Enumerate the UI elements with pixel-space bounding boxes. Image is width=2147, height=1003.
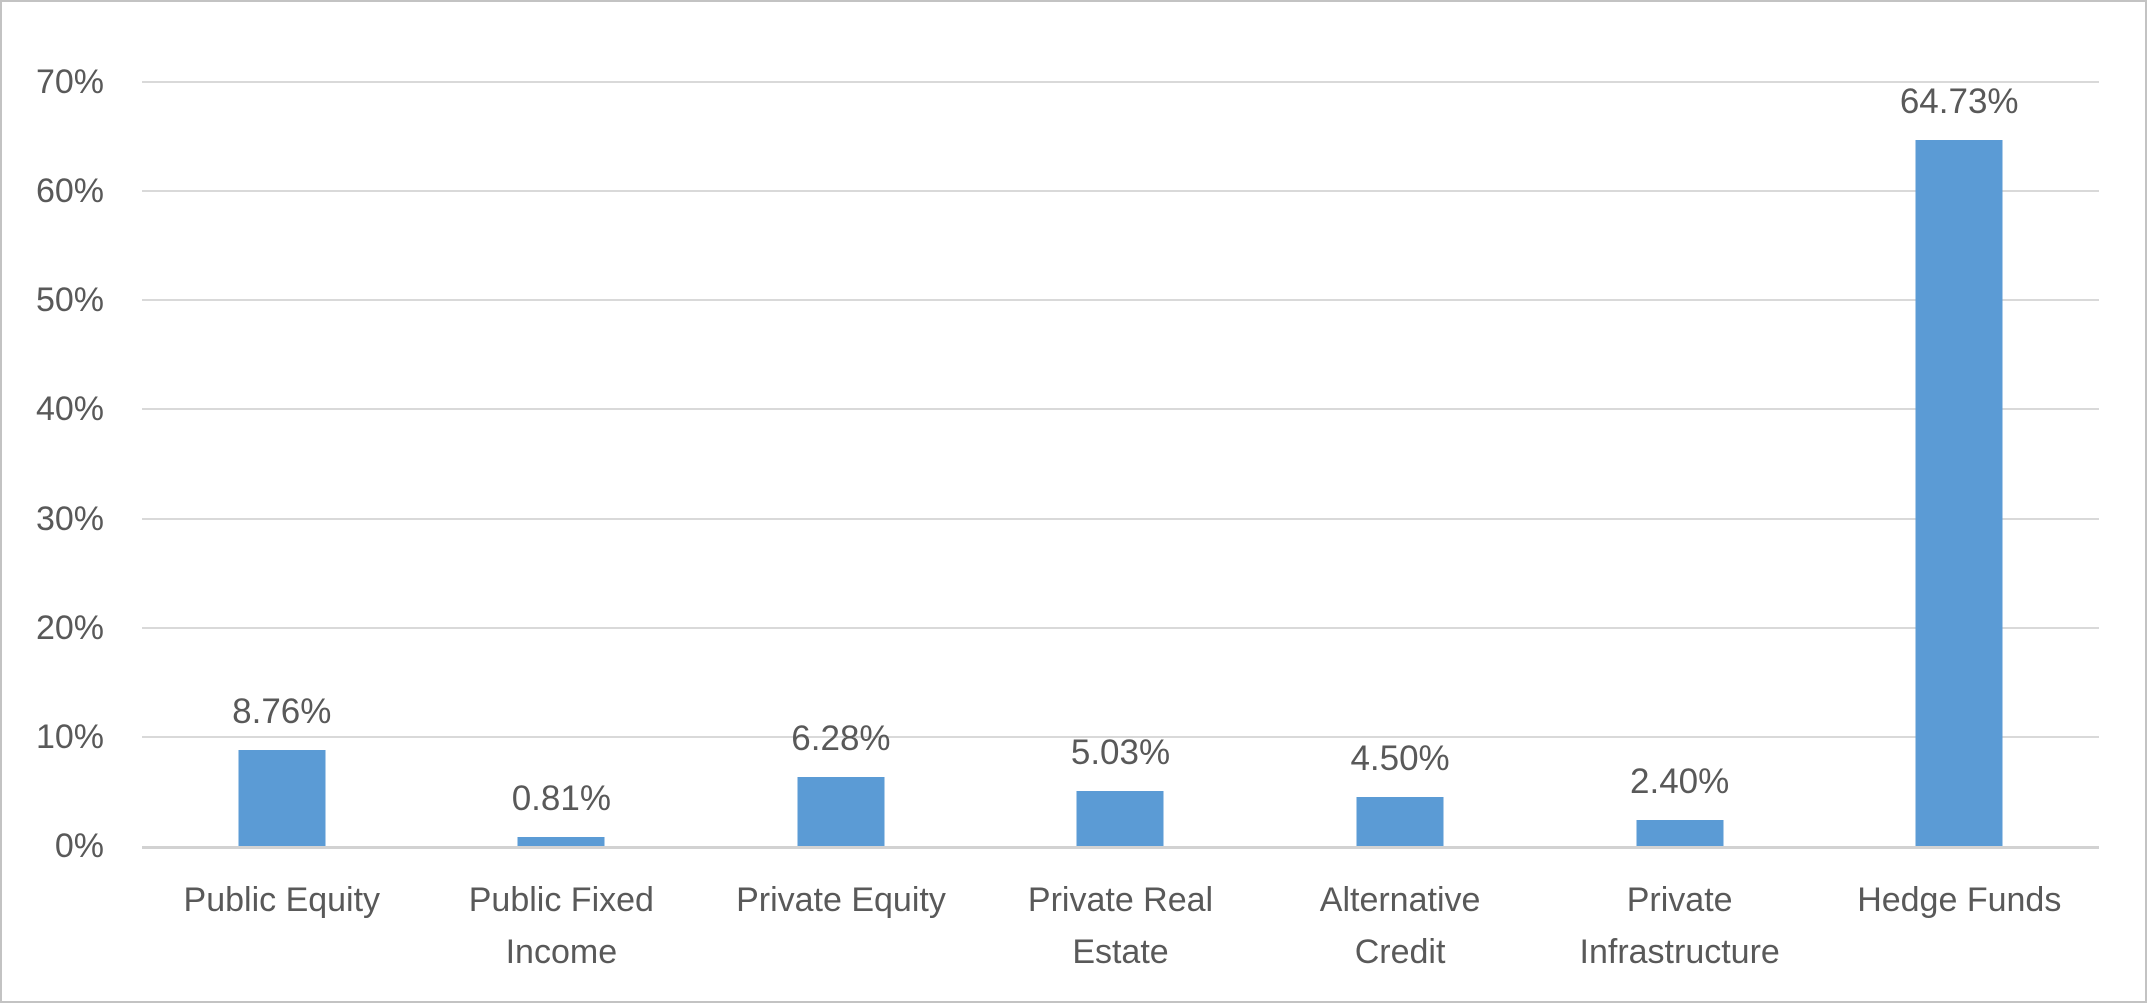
category-label-alternative-credit: Alternative Credit <box>1260 874 1540 978</box>
category-slot-private-real-estate: 5.03% <box>981 82 1261 846</box>
y-tick-label-20%: 20% <box>35 608 104 647</box>
gridline-10% <box>142 735 2099 738</box>
category-label-text: Private Infrastructure <box>1579 881 1780 971</box>
category-label-text: Public Equity <box>183 881 381 919</box>
category-label-text: Private Equity <box>736 881 946 919</box>
y-tick-label-10%: 10% <box>35 717 104 756</box>
category-slot-public-fixed-income: 0.81% <box>422 82 702 846</box>
category-label-public-fixed-income: Public Fixed Income <box>422 874 702 978</box>
category-label-private-infrastructure: Private Infrastructure <box>1540 874 1820 978</box>
category-label-public-equity: Public Equity <box>142 874 422 978</box>
bar-public-equity <box>238 750 326 846</box>
category-label-private-equity: Private Equity <box>701 874 981 978</box>
category-label-text: Private Real Estate <box>1027 881 1214 971</box>
bar-alternative-credit <box>1356 796 1444 846</box>
category-label-text: Hedge Funds <box>1857 881 2062 919</box>
y-tick-label-60%: 60% <box>35 172 104 211</box>
gridline-70% <box>142 81 2099 83</box>
data-label-hedge-funds: 64.73% <box>1899 81 2019 121</box>
y-tick-label-0%: 0% <box>54 827 104 865</box>
category-slot-public-equity: 8.76% <box>142 82 422 846</box>
category-label-text: Alternative Credit <box>1319 881 1481 971</box>
gridline-60% <box>142 190 2099 193</box>
y-tick-label-30%: 30% <box>35 499 104 538</box>
y-tick-label-50%: 50% <box>35 281 104 320</box>
data-label-public-equity: 8.76% <box>232 692 332 732</box>
category-slot-alternative-credit: 4.50% <box>1260 82 1540 846</box>
category-slot-private-infrastructure: 2.40% <box>1540 82 1820 846</box>
y-tick-label-70%: 70% <box>35 63 104 101</box>
data-label-private-infrastructure: 2.40% <box>1630 761 1730 801</box>
gridline-20% <box>142 626 2099 629</box>
category-slot-private-equity: 6.28% <box>701 82 981 846</box>
data-label-private-equity: 6.28% <box>791 719 891 759</box>
category-label-private-real-estate: Private Real Estate <box>981 874 1261 978</box>
bar-private-infrastructure <box>1636 819 1724 846</box>
plot-area: 8.76% 0.81% 6.28% 5.03% 4.50% 2.40% 64.73% <box>142 81 2099 849</box>
category-label-text: Public Fixed Income <box>468 881 654 971</box>
gridline-50% <box>142 299 2099 302</box>
x-axis-category-labels: Public Equity Public Fixed Income Private … <box>142 874 2099 978</box>
data-label-public-fixed-income: 0.81% <box>511 779 611 819</box>
bar-public-fixed-income <box>517 837 605 846</box>
category-slot-hedge-funds: 64.73% <box>1819 82 2099 846</box>
gridline-30% <box>142 517 2099 520</box>
bar-hedge-funds <box>1915 139 2003 846</box>
bar-private-real-estate <box>1076 791 1164 846</box>
gridline-40% <box>142 408 2099 411</box>
data-label-private-real-estate: 5.03% <box>1070 733 1171 773</box>
data-label-alternative-credit: 4.50% <box>1350 738 1450 778</box>
bar-private-equity <box>797 777 885 846</box>
y-tick-label-40%: 40% <box>35 390 104 429</box>
category-label-hedge-funds: Hedge Funds <box>1819 874 2099 978</box>
